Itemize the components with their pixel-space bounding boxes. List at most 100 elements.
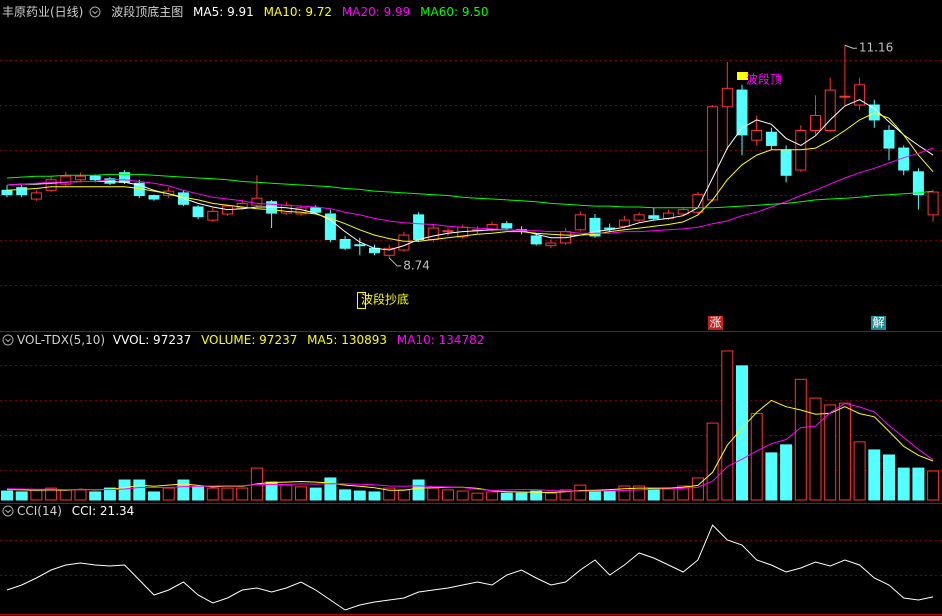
volume-bar: [206, 487, 219, 501]
candle-body: [648, 215, 660, 219]
volume-bar: [589, 490, 601, 501]
volume-bar: [809, 397, 822, 501]
candle-body: [383, 247, 395, 256]
cci-header: CCI(14) CCI: 21.34: [17, 504, 134, 518]
candle-body: [1, 189, 13, 196]
candle-body: [883, 129, 895, 149]
volume-bar: [177, 479, 190, 501]
volume-bar: [353, 490, 366, 501]
legend-entry: VOLUME: 97237: [201, 333, 297, 347]
candle-body: [310, 207, 322, 213]
candle-body: [692, 194, 704, 213]
legend-entry: MA5: 130893: [307, 333, 387, 347]
volume-bar: [647, 488, 660, 501]
candle-body: [251, 197, 263, 206]
volume-bar: [148, 491, 160, 501]
volume-bar: [736, 365, 748, 501]
annotation-pointer: [388, 257, 402, 267]
candle-body: [398, 234, 410, 251]
volume-bar: [309, 487, 322, 501]
candle-body: [75, 175, 86, 181]
signal-label: 涨: [709, 315, 721, 330]
volume-bar: [368, 491, 381, 501]
candle-body: [810, 115, 821, 131]
volume-bar: [691, 477, 704, 501]
signal-marker: [357, 292, 366, 309]
candle-body: [927, 191, 939, 216]
annotation-label: 8.74: [403, 258, 430, 272]
volume-bar: [603, 490, 616, 501]
volume-bar: [383, 487, 396, 501]
candle-body: [427, 227, 439, 240]
candle-body: [912, 171, 924, 196]
candle-body: [236, 202, 248, 209]
volume-bar: [30, 489, 43, 501]
signal-marker: [871, 316, 886, 330]
volume-bar: [221, 487, 234, 501]
candle-body: [589, 217, 601, 237]
candle-body: [721, 87, 733, 108]
candle-body: [324, 213, 336, 240]
legend-entry: MA10: 134782: [397, 333, 485, 347]
volume-bar: [295, 486, 307, 501]
line: [6, 173, 934, 209]
menu-icon[interactable]: [2, 334, 14, 346]
candle-body: [16, 187, 28, 196]
volume-bar: [500, 492, 513, 501]
volume-bar: [74, 489, 87, 501]
candle-body: [339, 238, 351, 249]
menu-icon[interactable]: [89, 6, 101, 18]
candle-body: [192, 206, 204, 218]
menu-icon-arrow: [5, 338, 11, 343]
volume-bar: [677, 485, 690, 501]
legend-entry: MA60: 9.50: [420, 5, 488, 19]
volume-bar: [486, 491, 499, 501]
volume-bar: [574, 484, 587, 501]
chart-subtitle: VVOL: 97237: [113, 333, 191, 347]
legend-entry: MA5: 9.91: [193, 5, 254, 19]
volume-bar: [236, 487, 249, 501]
volume-bar: [412, 479, 425, 501]
menu-icon[interactable]: [2, 505, 14, 517]
candle-body: [677, 209, 689, 215]
candle-body: [780, 149, 792, 176]
legend-entry: MA20: 9.99: [342, 5, 410, 19]
signal-marker: [737, 72, 748, 80]
line: [6, 402, 934, 492]
volume-bar: [339, 489, 352, 501]
volume-bar: [471, 492, 484, 501]
volume-bar: [750, 413, 763, 501]
chart-title: VOL-TDX(5,10): [17, 333, 105, 347]
volume-bar: [515, 492, 528, 501]
volume-bar: [853, 441, 866, 501]
volume-bar: [721, 350, 734, 501]
volume-bar: [633, 485, 646, 501]
volume-bar: [397, 489, 410, 501]
volume-bar: [427, 487, 440, 501]
candle-body: [633, 214, 645, 221]
plot: 11.16 8.74: [1, 41, 940, 611]
volume-bar: [912, 467, 925, 501]
candle-body: [618, 219, 630, 227]
line: [6, 399, 934, 494]
volume-bar: [883, 454, 895, 501]
signal-marker: [708, 316, 723, 330]
candle-body: [354, 244, 366, 247]
volume-bar: [162, 487, 175, 501]
volume-bar: [618, 485, 631, 501]
legend-entry: CCI: 21.34: [72, 504, 135, 518]
candle-body: [148, 195, 160, 200]
candle-body: [574, 214, 586, 231]
volume-bar: [838, 402, 851, 501]
annotation-label: 11.16: [859, 41, 893, 55]
volume-bar: [794, 378, 807, 501]
candle-body: [824, 89, 836, 131]
main-header: 丰原药业(日线) 波段顶底主图 MA5: 9.91 MA10: 9.72 MA2…: [2, 4, 489, 19]
volume-bar: [456, 490, 469, 501]
volume-bar: [706, 422, 719, 501]
volume-bar: [780, 444, 793, 501]
volume-bar: [442, 489, 454, 501]
candle-body: [854, 84, 866, 106]
